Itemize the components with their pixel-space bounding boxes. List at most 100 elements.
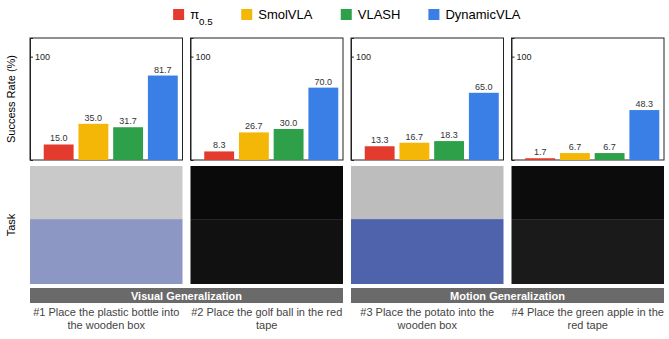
legend-item: SmolVLA [241,7,313,22]
panel-frame [191,38,344,160]
y-axis: 100 [512,39,532,161]
panel-frame [512,38,665,160]
data-label: 65.0 [475,82,493,92]
bar: π0.5 [525,158,555,160]
task-image [351,166,504,219]
task-image [191,166,344,219]
task-caption: #2 Place the golf ball in the redtape [191,306,342,331]
bar: DynamicVLA [148,76,178,160]
task-caption: #4 Place the green apple in thered tape [512,306,664,331]
legend-item: VLASH [341,7,401,22]
legend-swatch [241,9,252,20]
bar: VLASH [595,153,625,160]
data-label: 1.7 [534,147,547,157]
group-header: Visual Generalization [131,290,242,302]
bar: π0.5 [44,144,74,160]
data-label: 48.3 [636,99,654,109]
bar: DynamicVLA [629,110,659,160]
tick-mark [30,57,33,58]
figure: π0.5SmolVLAVLASHDynamicVLAπ0.5SmolVLAVLA… [0,0,669,339]
panel: π0.5SmolVLAVLASHDynamicVLA15.035.031.781… [30,38,183,331]
bars: π0.5 SmolVLA VLASH DynamicVLA [525,110,659,160]
legend-item: π0.5 [173,7,213,27]
row-label: Task [5,213,17,236]
data-label: 16.7 [406,132,424,142]
data-labels: 15.0 35.0 31.7 81.7 [50,65,172,144]
legend-swatch [341,9,352,20]
task-caption: #3 Place the potato into thewooden box [360,306,494,331]
axis-line [31,39,34,161]
data-label: 18.3 [440,130,458,140]
panel: π0.5 SmolVLAVLASHDynamicVLA 8.3 26.7 30.0 70.… [191,38,344,331]
task-image [351,219,504,284]
bar: VLASH [274,129,304,160]
task-caption: #1 Place the plastic bottle intothe wood… [33,306,179,331]
data-label: 70.0 [315,77,333,87]
data-label: 81.7 [154,65,172,75]
tick-label: 100 [356,52,371,62]
task-image [30,166,183,219]
bar: VLASH [113,127,143,160]
tick-label: 100 [517,52,532,62]
panel: π0.5 SmolVLA VLASH DynamicVLA 13.3 16.7 18.3 65… [351,38,504,331]
bars: π0.5 SmolVLA VLASH DynamicVLA [365,93,499,160]
data-labels: 1.7 6.7 6.7 48.3 [534,99,653,157]
y-axis: 100 [30,39,50,161]
panel: π0.5SmolVLAVLASHDynamicVLA1.76.76.748.31… [512,38,665,331]
bar: VLASH [434,141,464,160]
bar: π0.5 [365,146,395,160]
legend-swatch [173,9,184,20]
y-axis: 100 [191,39,211,161]
y-axis: 100 [351,39,371,161]
bars: π0.5 SmolVLAVLASHDynamicVLA [204,88,338,160]
legend-swatch [428,9,439,20]
task-image [512,166,665,219]
data-label: 8.3 [213,140,226,150]
data-label: 31.7 [119,116,137,126]
tick: 100 [351,52,371,62]
data-labels: 13.3 16.7 18.3 65.0 [371,82,493,145]
tick-label: 100 [196,52,211,62]
bar: SmolVLA [239,132,269,160]
bar: DynamicVLA [469,93,499,160]
bar: π0.5 [204,151,234,160]
axis-line [191,39,194,161]
group-header-bg [351,288,664,303]
legend-label: SmolVLA [258,7,313,22]
legend: π0.5 SmolVLA VLASH DynamicVLA [173,7,521,27]
y-axis-title: Success Rate (%) [5,55,17,143]
axis-line [352,39,355,161]
task-image [191,219,344,284]
bar: SmolVLA [560,153,590,160]
data-label: 13.3 [371,135,389,145]
legend-label: π0.5 [190,7,213,27]
legend-label: DynamicVLA [445,7,520,22]
data-label: 6.7 [569,142,582,152]
panel-frame [30,38,183,160]
data-label: 35.0 [85,113,103,123]
task-image [30,219,183,284]
tick-mark [351,57,354,58]
data-label: 30.0 [280,118,298,128]
tick-mark [512,57,515,58]
bars: π0.5SmolVLAVLASHDynamicVLA [44,76,178,160]
bar: SmolVLA [78,124,108,160]
tick-label: 100 [35,52,50,62]
legend-item: DynamicVLA [428,7,520,22]
tick: 100 [191,52,211,62]
bar: SmolVLA [399,143,429,160]
data-label: 15.0 [50,133,68,143]
legend-label: VLASH [358,7,401,22]
tick: 100 [512,52,532,62]
tick-mark [191,57,194,58]
panel-frame [351,38,504,160]
data-label: 26.7 [245,121,263,131]
data-labels: 8.3 26.7 30.0 70.0 [213,77,332,151]
data-label: 6.7 [603,142,616,152]
group-header-bg [30,288,343,303]
group-header: Motion Generalization [450,290,565,302]
bar: DynamicVLA [308,88,338,160]
tick: 100 [30,52,50,62]
task-image [512,219,665,284]
axis-line [512,39,515,161]
